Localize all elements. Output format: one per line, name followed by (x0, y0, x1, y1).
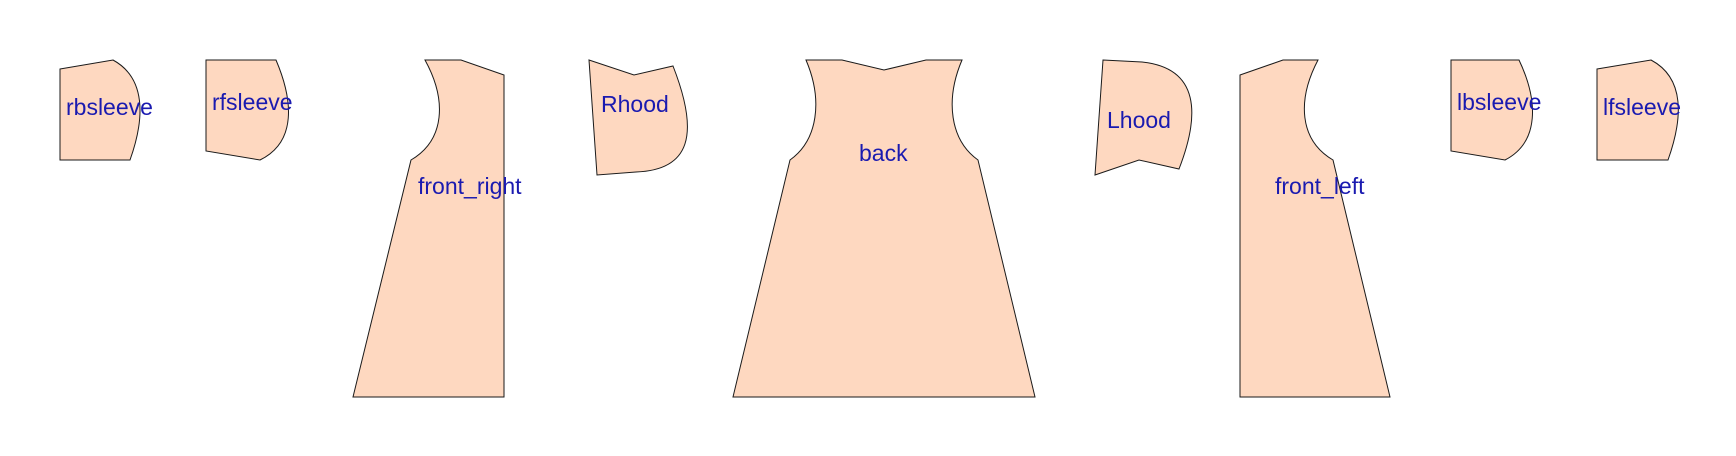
panel-rhood-label: Rhood (601, 91, 669, 117)
panel-lfsleeve-shape (1596, 59, 1679, 161)
panel-rbsleeve-shape (59, 59, 141, 161)
panel-rfsleeve: rfsleeve (205, 59, 293, 161)
panel-front-left-shape (1239, 59, 1391, 398)
panel-front-right: front_right (352, 59, 522, 398)
panel-rbsleeve: rbsleeve (59, 59, 153, 161)
panel-back-label: back (859, 140, 908, 166)
panel-rfsleeve-shape (205, 59, 289, 161)
panel-rbsleeve-label: rbsleeve (66, 94, 153, 120)
panel-front-right-label: front_right (418, 173, 522, 199)
panel-front-left: front_left (1239, 59, 1391, 398)
panel-lhood-shape (1094, 59, 1193, 176)
panel-lhood-label: Lhood (1107, 107, 1171, 133)
panel-lfsleeve-label: lfsleeve (1603, 94, 1681, 120)
panel-rhood-shape (588, 59, 688, 176)
panel-rfsleeve-label: rfsleeve (212, 89, 293, 115)
panel-lbsleeve: lbsleeve (1450, 59, 1541, 161)
panel-front-right-shape (352, 59, 505, 398)
panel-front-left-label: front_left (1275, 173, 1365, 199)
panel-lhood: Lhood (1094, 59, 1193, 176)
panel-lbsleeve-label: lbsleeve (1457, 89, 1541, 115)
panel-back-shape (732, 59, 1036, 398)
panel-lfsleeve: lfsleeve (1596, 59, 1681, 161)
panel-lbsleeve-shape (1450, 59, 1533, 161)
panel-rhood: Rhood (588, 59, 688, 176)
panel-back: back (732, 59, 1036, 398)
